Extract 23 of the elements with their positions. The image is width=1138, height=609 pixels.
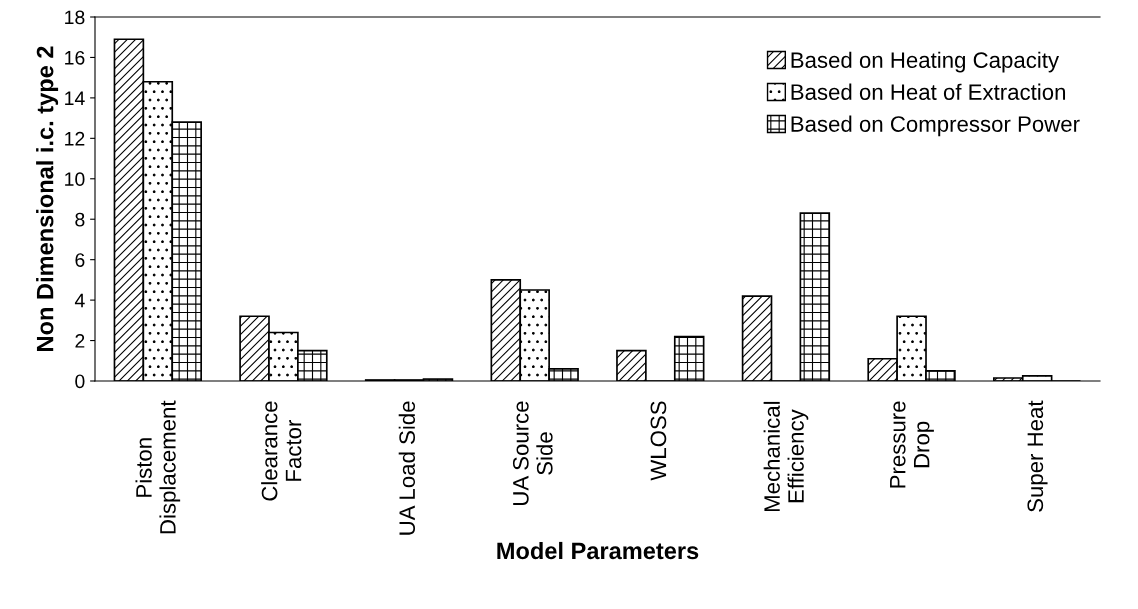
x-tick-label: WLOSS	[650, 401, 667, 481]
y-tick-label: 4	[74, 293, 85, 308]
x-tick-label: Clearance Factor	[261, 401, 302, 501]
y-tick-label: 12	[65, 131, 85, 146]
x-tick-label: Super Heat	[1027, 400, 1048, 512]
y-tick-label: 18	[65, 10, 85, 25]
legend-label: Based on Heat of Extraction	[791, 83, 1066, 100]
y-tick-label: 14	[65, 91, 85, 105]
y-tick-label: 16	[65, 50, 85, 65]
x-tick-label: UA Source Side	[512, 401, 553, 505]
y-tick-label: 0	[75, 374, 85, 389]
x-tick-label: Pressure Drop	[890, 401, 934, 488]
legend-label: Based on Heating Capacity	[791, 51, 1060, 73]
x-tick-label: Piston Displacement	[135, 400, 181, 534]
x-tick-label: UA Load Side	[398, 401, 416, 535]
x-tick-label: Mechanical Efficiency	[763, 401, 809, 512]
y-tick-label: 6	[75, 253, 85, 267]
x-axis-title: Model Parameters	[497, 541, 699, 560]
y-axis-title: Non Dimensional i.c. type 2	[36, 46, 59, 351]
legend-label: Based on Compressor Power	[791, 115, 1080, 137]
y-tick-label: 2	[75, 334, 85, 348]
y-tick-label: 8	[75, 212, 85, 227]
y-tick-label: 10	[65, 172, 85, 187]
